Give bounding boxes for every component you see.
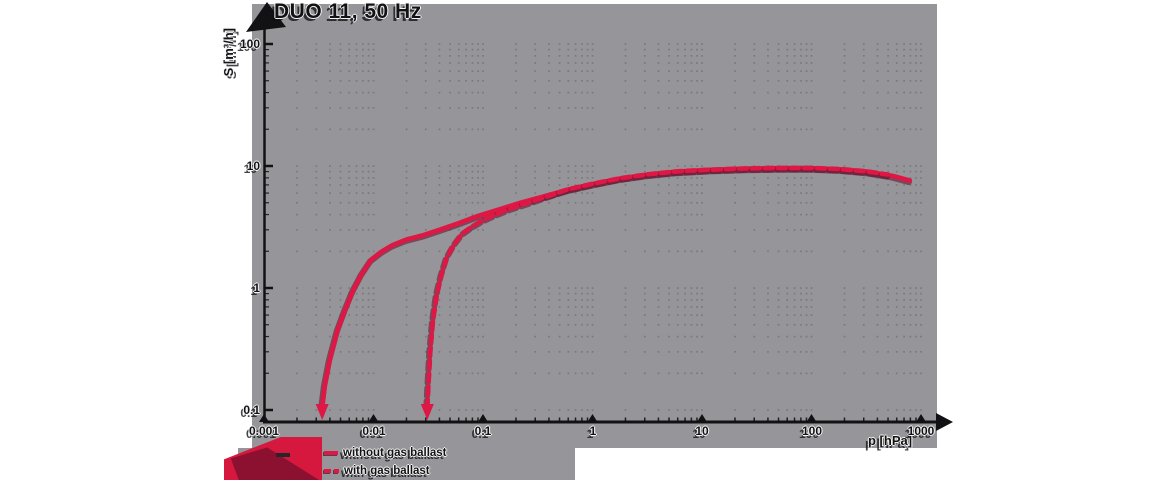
y-axis-arrow-icon bbox=[246, 2, 286, 32]
x-tick-label: 1000 bbox=[907, 424, 935, 438]
x-tick-label: 0.001 bbox=[248, 424, 280, 438]
plot-background bbox=[252, 4, 937, 448]
y-tick-label: 10 bbox=[246, 159, 260, 173]
ultimate-pressure-arrow-icon bbox=[420, 404, 434, 420]
legend-item-with-gas-ballast: with gas ballast bbox=[324, 464, 430, 478]
brand-dash bbox=[276, 453, 290, 457]
grid-dots bbox=[296, 43, 922, 411]
curves bbox=[315, 165, 913, 420]
axes bbox=[246, 2, 953, 431]
y-axis-label: S [m³/h] bbox=[221, 28, 236, 77]
curve-with-gas-ballast bbox=[425, 165, 891, 410]
x-tick-label: 0.1 bbox=[474, 424, 492, 438]
legend-label: without gas ballast bbox=[343, 447, 447, 459]
y-tick-label: 100 bbox=[239, 37, 260, 51]
x-tick-label: 100 bbox=[801, 424, 823, 438]
ultimate-pressure-arrow-icon bbox=[315, 404, 329, 420]
x-axis-arrow-icon bbox=[936, 413, 953, 431]
chart-title: DUO 11, 50 Hz bbox=[274, 0, 422, 23]
dashed-line-swatch-icon bbox=[324, 469, 339, 473]
x-tick-label: 1 bbox=[589, 424, 597, 438]
x-axis-label: p [hPa] bbox=[868, 433, 913, 448]
curve-shadow-1 bbox=[423, 166, 891, 412]
legend-item-without-gas-ballast: without gas ballast bbox=[324, 446, 447, 460]
curve-shadow-0 bbox=[318, 166, 912, 412]
y-tick-label: 0.1 bbox=[243, 403, 260, 417]
x-tick-label: 10 bbox=[695, 424, 709, 438]
brand-mark bbox=[224, 437, 322, 480]
curve-without-gas-ballast bbox=[319, 165, 913, 410]
x-tick-label: 0.01 bbox=[362, 424, 386, 438]
legend-label: with gas ballast bbox=[344, 465, 430, 477]
y-tick-label: 1 bbox=[253, 281, 260, 295]
solid-line-swatch-icon bbox=[324, 451, 338, 455]
